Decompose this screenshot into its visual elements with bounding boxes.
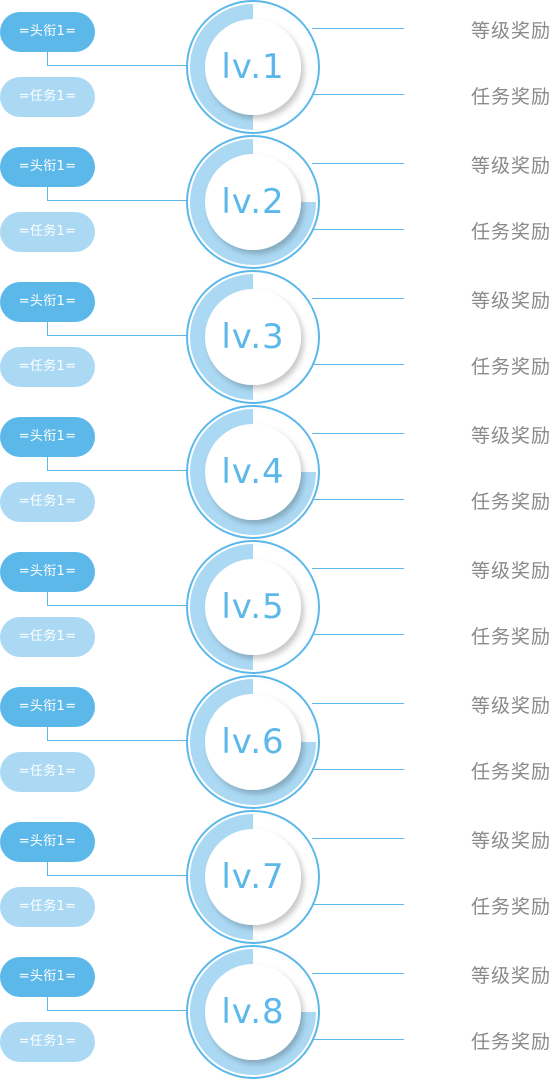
level-row: =头衔1= =任务1= lv.8 等级奖励任务奖励 (0, 945, 560, 1079)
task-reward-link[interactable]: 任务奖励 (471, 86, 552, 108)
task-button[interactable]: =任务1= (0, 347, 95, 387)
title-button[interactable]: =头衔1= (0, 957, 95, 997)
connector-left (47, 335, 187, 336)
title-button[interactable]: =头衔1= (0, 147, 95, 187)
connector-vertical (47, 592, 48, 606)
level-label: lv.2 (221, 182, 285, 222)
badge-ring (186, 135, 320, 269)
level-badge: lv.1 (186, 0, 320, 134)
title-button[interactable]: =头衔1= (0, 552, 95, 592)
level-badge: lv.7 (186, 810, 320, 944)
title-button[interactable]: =头衔1= (0, 417, 95, 457)
badge-ring (186, 405, 320, 539)
level-badge: lv.2 (186, 135, 320, 269)
title-button[interactable]: =头衔1= (0, 687, 95, 727)
level-badge: lv.3 (186, 270, 320, 404)
badge-ring (186, 945, 320, 1079)
level-reward-link[interactable]: 等级奖励 (471, 290, 552, 312)
connector-right-bottom (312, 769, 404, 770)
connector-right-bottom (312, 904, 404, 905)
level-badge: lv.6 (186, 675, 320, 809)
badge-ring (186, 270, 320, 404)
level-reward-link[interactable]: 等级奖励 (471, 560, 552, 582)
connector-left (47, 470, 187, 471)
connector-right-top (312, 973, 404, 974)
connector-right-bottom (312, 364, 404, 365)
connector-left (47, 200, 187, 201)
connector-right-top (312, 568, 404, 569)
title-button[interactable]: =头衔1= (0, 12, 95, 52)
title-button[interactable]: =头衔1= (0, 282, 95, 322)
connector-vertical (47, 727, 48, 741)
level-row: =头衔1= =任务1= lv.4 等级奖励任务奖励 (0, 405, 560, 539)
connector-vertical (47, 997, 48, 1011)
level-label: lv.6 (221, 722, 285, 762)
task-button[interactable]: =任务1= (0, 212, 95, 252)
connector-vertical (47, 322, 48, 336)
task-button[interactable]: =任务1= (0, 887, 95, 927)
level-reward-link[interactable]: 等级奖励 (471, 155, 552, 177)
connector-right-bottom (312, 499, 404, 500)
connector-right-top (312, 433, 404, 434)
task-reward-link[interactable]: 任务奖励 (471, 896, 552, 918)
task-button[interactable]: =任务1= (0, 1022, 95, 1062)
connector-left (47, 1010, 187, 1011)
task-button[interactable]: =任务1= (0, 752, 95, 792)
level-row: =头衔1= =任务1= lv.7 等级奖励任务奖励 (0, 810, 560, 944)
connector-right-bottom (312, 229, 404, 230)
title-button[interactable]: =头衔1= (0, 822, 95, 862)
connector-vertical (47, 52, 48, 66)
level-row: =头衔1= =任务1= lv.6 等级奖励任务奖励 (0, 675, 560, 809)
connector-right-top (312, 703, 404, 704)
task-reward-link[interactable]: 任务奖励 (471, 1031, 552, 1053)
level-reward-link[interactable]: 等级奖励 (471, 425, 552, 447)
level-reward-link[interactable]: 等级奖励 (471, 965, 552, 987)
connector-left (47, 65, 187, 66)
connector-vertical (47, 457, 48, 471)
level-row: =头衔1= =任务1= lv.3 等级奖励任务奖励 (0, 270, 560, 404)
connector-right-bottom (312, 1039, 404, 1040)
badge-ring (186, 540, 320, 674)
connector-right-bottom (312, 94, 404, 95)
connector-left (47, 605, 187, 606)
badge-ring (186, 675, 320, 809)
level-label: lv.8 (221, 992, 285, 1032)
connector-left (47, 740, 187, 741)
level-label: lv.5 (221, 587, 285, 627)
connector-right-top (312, 298, 404, 299)
level-row: =头衔1= =任务1= lv.5 等级奖励任务奖励 (0, 540, 560, 674)
level-row: =头衔1= =任务1= lv.1 等级奖励任务奖励 (0, 0, 560, 134)
level-label: lv.1 (221, 47, 285, 87)
connector-left (47, 875, 187, 876)
level-row: =头衔1= =任务1= lv.2 等级奖励任务奖励 (0, 135, 560, 269)
connector-right-top (312, 163, 404, 164)
level-badge: lv.4 (186, 405, 320, 539)
connector-right-bottom (312, 634, 404, 635)
task-reward-link[interactable]: 任务奖励 (471, 626, 552, 648)
level-badge: lv.5 (186, 540, 320, 674)
level-label: lv.7 (221, 857, 285, 897)
level-reward-link[interactable]: 等级奖励 (471, 830, 552, 852)
task-button[interactable]: =任务1= (0, 482, 95, 522)
task-reward-link[interactable]: 任务奖励 (471, 761, 552, 783)
connector-right-top (312, 838, 404, 839)
level-badge: lv.8 (186, 945, 320, 1079)
connector-right-top (312, 28, 404, 29)
badge-ring (186, 810, 320, 944)
level-reward-link[interactable]: 等级奖励 (471, 20, 552, 42)
connector-vertical (47, 862, 48, 876)
task-reward-link[interactable]: 任务奖励 (471, 356, 552, 378)
task-reward-link[interactable]: 任务奖励 (471, 491, 552, 513)
task-button[interactable]: =任务1= (0, 617, 95, 657)
task-button[interactable]: =任务1= (0, 77, 95, 117)
task-reward-link[interactable]: 任务奖励 (471, 221, 552, 243)
level-reward-link[interactable]: 等级奖励 (471, 695, 552, 717)
badge-ring (186, 0, 320, 134)
level-label: lv.4 (221, 452, 285, 492)
level-label: lv.3 (221, 317, 285, 357)
connector-vertical (47, 187, 48, 201)
